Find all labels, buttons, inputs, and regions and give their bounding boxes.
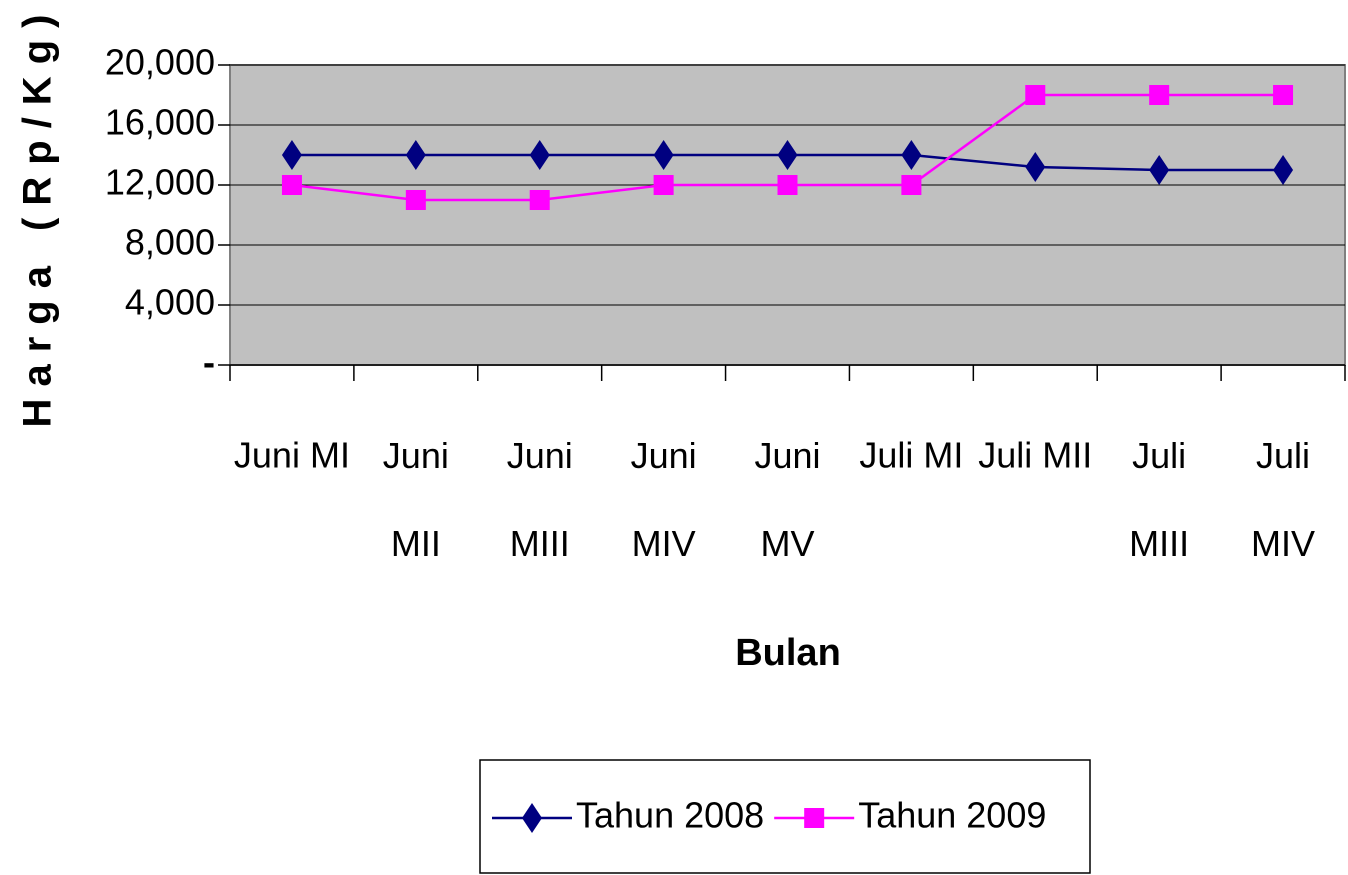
- data-point: [777, 140, 798, 170]
- x-tick-label: Juli MIV: [1251, 435, 1315, 564]
- data-point: [653, 175, 674, 195]
- data-point: [653, 140, 674, 170]
- x-tick-label: Juni MIII: [507, 435, 573, 564]
- x-tick-label: Juni MIV: [631, 435, 697, 564]
- y-tick-label: -: [203, 342, 215, 383]
- data-point: [529, 140, 550, 170]
- data-point: [1149, 85, 1170, 105]
- data-point: [405, 140, 426, 170]
- legend-box: [479, 759, 1091, 874]
- data-point: [529, 190, 550, 210]
- y-tick-label: 20,000: [105, 42, 215, 83]
- data-point: [281, 140, 302, 170]
- y-tick-label: 8,000: [125, 222, 215, 263]
- y-tick-label: 12,000: [105, 162, 215, 203]
- data-point: [1273, 85, 1294, 105]
- data-point: [405, 190, 426, 210]
- x-axis-title: Bulan: [735, 632, 841, 674]
- data-point: [281, 175, 302, 195]
- legend-label: Tahun 2009: [858, 795, 1046, 836]
- x-tick-label: Juni MV: [754, 435, 820, 564]
- x-tick-label: Juli MIII: [1129, 435, 1189, 564]
- x-tick-label: Juni MI: [234, 435, 350, 476]
- data-point: [1025, 152, 1046, 182]
- y-tick-label: 4,000: [125, 282, 215, 323]
- data-point: [1273, 155, 1294, 185]
- data-point: [1149, 155, 1170, 185]
- x-tick-label: Juli MII: [978, 435, 1092, 476]
- x-tick-label: Juni MII: [383, 435, 449, 564]
- data-point: [901, 175, 922, 195]
- x-tick-label: Juli MI: [859, 435, 963, 476]
- data-point: [901, 140, 922, 170]
- legend-marker: [522, 803, 542, 833]
- data-point: [1025, 85, 1046, 105]
- y-tick-label: 16,000: [105, 102, 215, 143]
- y-axis-title: Harga (Rp/Kg): [16, 3, 60, 428]
- data-point: [777, 175, 798, 195]
- legend-marker: [804, 808, 825, 828]
- legend-label: Tahun 2008: [576, 795, 764, 836]
- plot-area: [229, 64, 1346, 366]
